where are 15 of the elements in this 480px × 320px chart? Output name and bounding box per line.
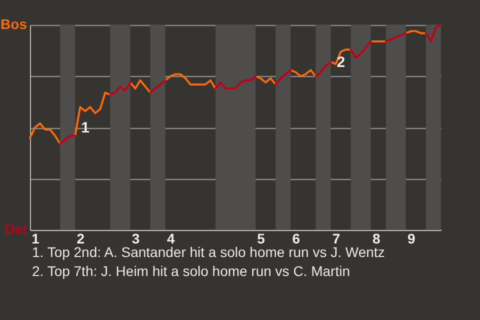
x-tick-label: 8: [372, 230, 380, 246]
text: Det: [4, 221, 28, 237]
x-tick-label: 5: [257, 230, 266, 246]
x-tick-label: 9: [408, 230, 416, 246]
x-tick-label: 6: [292, 230, 300, 246]
annotation: 2: [336, 54, 346, 71]
text: 2. Top 7th: J. Heim hit a solo home run vs C. Martin: [32, 262, 351, 281]
annotation: 1: [81, 120, 90, 136]
x-tick-label: 3: [132, 230, 140, 246]
x-tick-label: 7: [332, 230, 340, 246]
x-tick-label: 2: [76, 230, 85, 246]
text: Bos: [0, 16, 28, 32]
text: 1. Top 2nd: A. Santander hit a solo home run vs J. Wentz: [32, 244, 385, 262]
x-tick-label: 1: [32, 230, 40, 246]
x-tick-label: 4: [166, 230, 175, 246]
